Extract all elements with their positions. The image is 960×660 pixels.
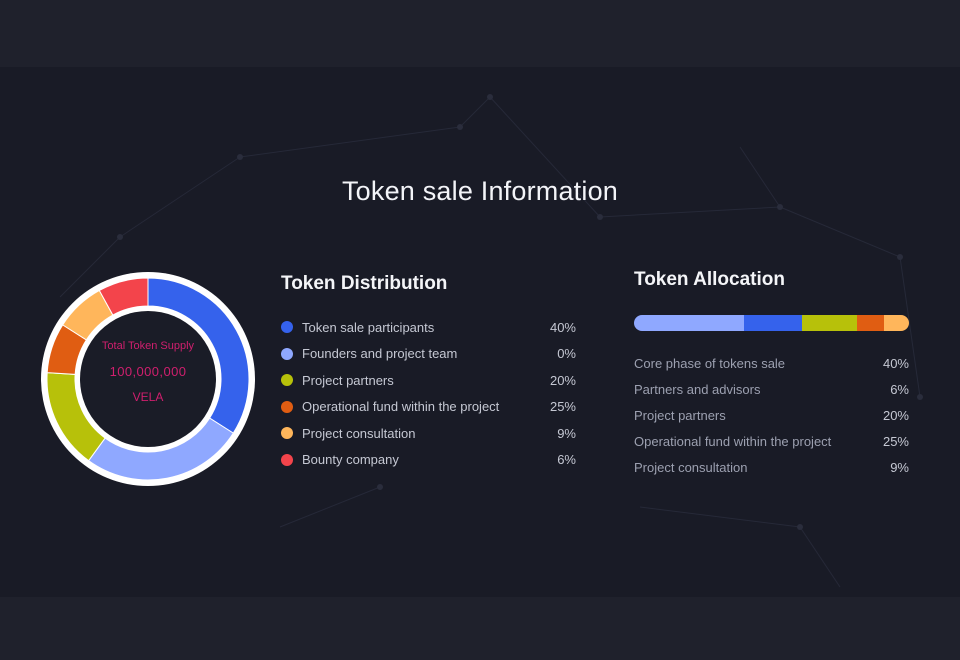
distribution-value: 40%: [549, 319, 576, 335]
allocation-bar-segment: [744, 315, 802, 331]
distribution-row: Founders and project team 0%: [281, 341, 576, 368]
total-supply-amount: 100,000,000: [109, 364, 187, 379]
token-allocation-list: Core phase of tokens sale 40% Partners a…: [634, 350, 909, 481]
distribution-value: 0%: [557, 346, 576, 362]
allocation-value: 6%: [890, 381, 909, 397]
page-title: Token sale Information: [341, 176, 619, 206]
distribution-label: Project partners: [302, 372, 394, 388]
allocation-label: Core phase of tokens sale: [634, 355, 786, 371]
allocation-bar-segment: [634, 315, 744, 331]
donut-hole: [80, 311, 216, 447]
legend-dot: [281, 400, 293, 413]
allocation-label: Operational fund within the project: [634, 434, 832, 450]
distribution-value: 25%: [549, 399, 576, 415]
allocation-stacked-bar: [634, 315, 909, 331]
network-background-decoration: [59, 94, 923, 588]
distribution-value: 6%: [557, 452, 576, 468]
allocation-row: Project partners 20%: [634, 402, 909, 428]
allocation-label: Partners and advisors: [634, 381, 761, 397]
token-allocation-title: Token Allocation: [634, 269, 785, 290]
legend-dot: [281, 374, 293, 387]
distribution-row: Operational fund within the project 25%: [281, 394, 576, 421]
allocation-row: Project consultation 9%: [634, 455, 909, 481]
top-bar: [0, 0, 960, 67]
allocation-value: 25%: [882, 434, 909, 450]
total-supply-ticker: VELA: [132, 390, 164, 404]
allocation-value: 20%: [882, 407, 909, 423]
distribution-row: Project consultation 9%: [281, 420, 576, 447]
allocation-bar-segment: [884, 315, 909, 331]
legend-dot: [281, 347, 293, 360]
allocation-bar-segment: [856, 315, 885, 331]
allocation-row: Partners and advisors 6%: [634, 376, 909, 402]
distribution-value: 20%: [549, 372, 576, 388]
distribution-label: Bounty company: [302, 452, 399, 468]
legend-dot: [281, 427, 293, 440]
legend-dot: [281, 321, 293, 334]
allocation-row: Operational fund within the project 25%: [634, 429, 909, 455]
distribution-row: Project partners 20%: [281, 367, 576, 394]
total-supply-label: Total Token Supply: [101, 340, 195, 352]
distribution-row: Bounty company 6%: [281, 447, 576, 474]
distribution-label: Operational fund within the project: [302, 399, 500, 415]
allocation-label: Project partners: [634, 407, 726, 423]
allocation-value: 40%: [882, 355, 909, 371]
distribution-row: Token sale participants 40%: [281, 314, 576, 341]
allocation-value: 9%: [890, 460, 909, 476]
token-distribution-title: Token Distribution: [281, 273, 448, 294]
bottom-bar: [0, 597, 960, 660]
donut-chart: [41, 272, 255, 486]
token-supply-donut: Total Token Supply 100,000,000 VELA: [37, 272, 259, 486]
distribution-value: 9%: [557, 425, 576, 441]
legend-dot: [281, 453, 293, 466]
total-supply-summary: Total Token Supply 100,000,000 VELA: [37, 340, 259, 404]
allocation-bar-segment: [801, 315, 857, 331]
allocation-label: Project consultation: [634, 460, 748, 476]
allocation-row: Core phase of tokens sale 40%: [634, 350, 909, 376]
distribution-label: Project consultation: [302, 425, 416, 441]
distribution-label: Founders and project team: [302, 346, 458, 362]
token-distribution-list: Token sale participants 40% Founders and…: [281, 314, 576, 473]
distribution-label: Token sale participants: [302, 319, 435, 335]
